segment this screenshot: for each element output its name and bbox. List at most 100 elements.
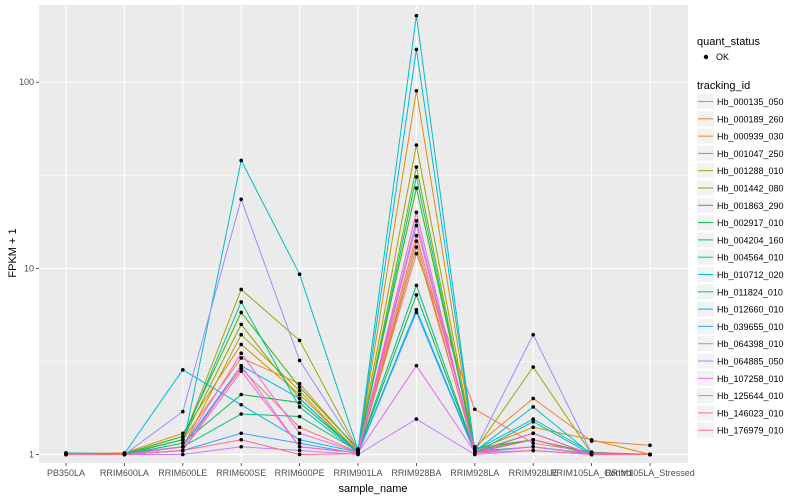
data-point <box>531 417 535 421</box>
data-point <box>239 437 243 442</box>
legend-label: Hb_012660_010 <box>717 305 784 315</box>
x-tick-label: RRIM928LE <box>509 468 558 478</box>
plot-panel <box>39 5 688 463</box>
data-point <box>297 405 302 409</box>
data-point <box>473 451 477 455</box>
data-point <box>239 351 243 356</box>
data-point <box>181 437 185 442</box>
legend-label: Hb_001047_250 <box>717 149 784 159</box>
x-axis-title: sample_name <box>338 483 407 495</box>
data-point <box>297 338 302 343</box>
x-tick-label: RRIM600LA <box>100 468 149 478</box>
x-tick-label: RRIM928BA <box>391 468 441 478</box>
x-tick-label: PB350LA <box>47 468 85 478</box>
data-point <box>414 293 419 297</box>
data-point <box>531 431 535 436</box>
legend-label: Hb_000189_260 <box>717 114 784 124</box>
data-point <box>297 437 302 442</box>
data-point <box>239 412 243 416</box>
data-point <box>531 365 535 369</box>
legend-label: Hb_010712_020 <box>717 270 784 280</box>
data-point <box>414 47 419 52</box>
y-tick-label: 10 <box>24 263 34 273</box>
x-tick-label: RRIM105LA_Control <box>550 468 633 478</box>
data-point <box>414 363 419 368</box>
data-point <box>297 414 302 419</box>
data-point <box>414 251 419 256</box>
data-point <box>414 307 419 312</box>
data-point <box>531 396 535 401</box>
data-point <box>297 385 302 389</box>
data-point <box>589 452 594 457</box>
data-point <box>531 425 535 430</box>
legend-label: Hb_011824_010 <box>717 287 783 297</box>
data-point <box>181 452 185 457</box>
data-point <box>297 441 302 445</box>
line-legend-items: Hb_000135_050 Hb_000189_260 Hb_000939_030 H… <box>697 94 784 438</box>
data-point <box>297 448 302 453</box>
data-point <box>181 431 185 436</box>
grid-lines <box>39 5 688 463</box>
data-point <box>531 444 535 449</box>
point-legend-title: quant_status <box>697 36 760 48</box>
legend-label: Hb_001288_010 <box>717 166 784 176</box>
data-point <box>239 363 243 368</box>
data-point <box>297 396 302 401</box>
legend-label: Hb_064398_010 <box>717 339 784 349</box>
data-point <box>181 434 185 439</box>
x-tick-label: RRIM600PE <box>275 468 325 478</box>
data-point <box>414 165 419 169</box>
data-point <box>356 451 360 456</box>
data-point <box>531 332 535 337</box>
data-point <box>648 452 652 457</box>
data-point <box>239 444 243 449</box>
x-tick-label: RRIM600SE <box>216 468 266 478</box>
legend-label: Hb_107258_010 <box>717 374 784 384</box>
data-point <box>239 369 243 374</box>
data-point <box>181 368 185 372</box>
data-point <box>414 233 419 238</box>
legend-label: Hb_004204_160 <box>717 235 784 245</box>
data-point <box>297 388 302 393</box>
data-point <box>239 197 243 202</box>
data-point <box>239 332 243 337</box>
data-point <box>414 223 419 228</box>
y-tick-label: 100 <box>19 77 34 87</box>
data-point <box>531 437 535 442</box>
legend-label: Hb_002917_010 <box>717 218 784 228</box>
data-point <box>181 444 185 449</box>
data-point <box>414 245 419 249</box>
series-points <box>64 13 652 457</box>
data-point <box>297 452 302 457</box>
legend-label: Hb_004564_010 <box>717 253 784 263</box>
data-point <box>239 310 243 315</box>
data-point <box>181 441 185 445</box>
data-point <box>414 143 419 147</box>
x-tick-label: RRIM928LA <box>450 468 499 478</box>
data-point <box>414 219 419 223</box>
data-point <box>297 431 302 436</box>
y-tick-label: 1 <box>29 449 34 459</box>
x-tick-label: RRIM901LA <box>333 468 382 478</box>
data-point <box>297 381 302 386</box>
data-point <box>239 287 243 292</box>
data-point <box>414 283 419 288</box>
data-point <box>297 425 302 430</box>
data-point <box>414 239 419 243</box>
legend-label: Hb_000135_050 <box>717 97 784 107</box>
data-point <box>297 392 302 397</box>
data-point <box>239 402 243 407</box>
data-point <box>589 437 594 442</box>
point-legend-key <box>703 54 709 60</box>
legend-label: Hb_064885_050 <box>717 357 784 367</box>
data-point <box>297 272 302 277</box>
data-point <box>64 452 68 457</box>
data-point <box>414 417 419 421</box>
legend-label: Hb_001442_080 <box>717 184 784 194</box>
data-point <box>181 448 185 453</box>
data-point <box>473 407 477 412</box>
x-tick-label: RRIM600LE <box>158 468 207 478</box>
data-point <box>414 13 419 18</box>
data-point <box>239 356 243 360</box>
data-point <box>531 441 535 445</box>
